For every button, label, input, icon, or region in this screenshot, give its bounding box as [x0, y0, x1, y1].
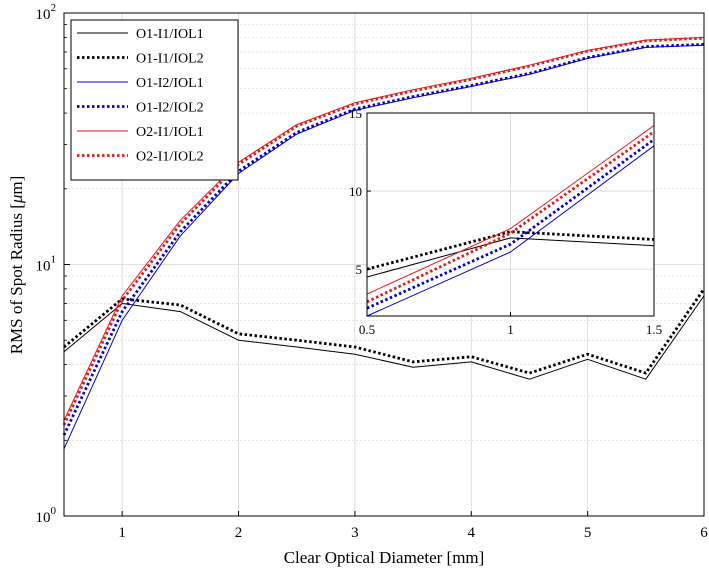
y-tick-exponent: 2	[51, 2, 57, 14]
series-line-o2-i1-iol2	[62, 36, 705, 426]
x-tick-label: 2	[235, 525, 243, 541]
x-axis-title: Clear Optical Diameter [mm]	[284, 548, 485, 567]
inset-y-tick-label: 5	[356, 262, 363, 277]
legend-box	[70, 19, 239, 181]
y-tick-exponent: 1	[51, 254, 57, 266]
x-tick-label: 6	[700, 525, 708, 541]
legend-label-o1-i1-iol2: O1-I1/IOL2	[136, 52, 204, 67]
inset-series-line-o2-i1-iol2	[366, 130, 655, 304]
y-tick-label: 101	[36, 254, 57, 275]
legend-label-o2-i1-iol1: O2-I1/IOL1	[136, 125, 204, 140]
inset-y-tick-label: 10	[349, 184, 362, 199]
inset-x-tick-label: 1.5	[646, 322, 662, 337]
y-tick-base: 10	[36, 510, 51, 526]
inset-series-group	[366, 125, 655, 317]
inset-axis-ticks: 0.5 1 1.5 5 10 15	[349, 106, 662, 337]
legend-label-o1-i2-iol1: O1-I2/IOL1	[136, 76, 204, 91]
inset-series-line-o1-i2-iol1	[366, 145, 655, 317]
y-axis-title-prefix: RMS of Spot Radius [	[7, 203, 26, 354]
inset-x-tick-label: 0.5	[359, 322, 375, 337]
inset-series-line-o1-i2-iol2	[366, 138, 655, 310]
x-tick-label: 4	[468, 525, 476, 541]
legend-label-o2-i1-iol2: O2-I1/IOL2	[136, 150, 204, 165]
legend: O1-I1/IOL1 O1-I1/IOL2 O1-I2/IOL1 O1-I2/IOL2…	[70, 19, 239, 181]
series-line-o1-i1-iol1	[63, 295, 705, 380]
inset-series-line-o1-i1-iol1	[366, 237, 655, 278]
y-tick-label: 102	[36, 2, 57, 23]
y-axis-title-unit: μ	[7, 195, 26, 205]
inset-chart: 0.5 1 1.5 5 10 15	[349, 106, 662, 337]
x-tick-label: 5	[584, 525, 592, 541]
series-line-o1-i2-iol2	[62, 43, 705, 436]
legend-label-o1-i1-iol1: O1-I1/IOL1	[136, 27, 204, 42]
main-series-group	[62, 36, 706, 450]
inset-x-tick-label: 1	[507, 322, 514, 337]
y-tick-base: 10	[36, 259, 51, 275]
x-tick-label: 1	[118, 525, 126, 541]
y-axis-title: RMS of Spot Radius [μm]	[7, 176, 26, 355]
y-tick-base: 10	[36, 7, 51, 23]
legend-label-o1-i2-iol2: O1-I2/IOL2	[136, 101, 204, 116]
inset-series-line-o2-i1-iol1	[366, 125, 655, 295]
y-axis-title-suffix: m]	[7, 176, 26, 195]
x-tick-label: 3	[351, 525, 359, 541]
inset-y-tick-label: 15	[349, 106, 362, 121]
series-line-o1-i1-iol2	[63, 288, 706, 375]
y-tick-label: 100	[36, 505, 57, 526]
y-tick-exponent: 0	[51, 505, 57, 517]
